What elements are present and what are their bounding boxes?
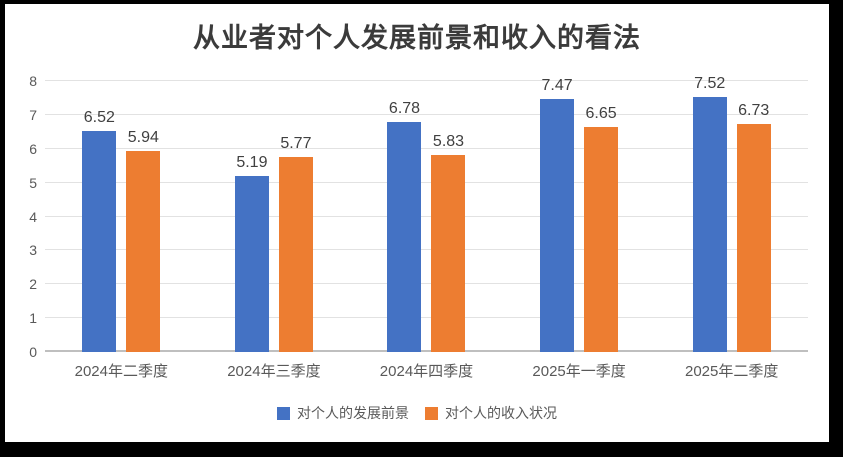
bar: 5.19 (234, 154, 269, 352)
x-axis-category-label: 2025年一季度 (532, 363, 626, 380)
legend-swatch-icon (425, 406, 438, 420)
y-axis-tick-label: 3 (29, 242, 37, 259)
bar: 7.47 (540, 77, 575, 352)
gridline (45, 317, 808, 319)
bar-value-label: 7.52 (694, 75, 726, 93)
bar-value-label: 6.52 (83, 109, 115, 127)
gridline (45, 215, 808, 217)
y-axis-tick-label: 6 (29, 140, 37, 157)
legend-item: 对个人的收入状况 (425, 403, 557, 423)
bar-value-label: 7.47 (541, 76, 573, 94)
bar-value-label: 5.77 (280, 134, 312, 152)
bar-group: 7.47 6.65 (503, 77, 656, 352)
bar-value-label: 5.94 (127, 128, 159, 146)
y-axis-tick-label: 2 (29, 276, 37, 293)
x-axis-category-label: 2024年二季度 (74, 363, 168, 380)
bar: 7.52 (692, 75, 727, 352)
bar-value-label: 6.65 (585, 104, 617, 122)
y-axis-tick-label: 1 (29, 310, 37, 327)
x-axis-category-label: 2025年二季度 (684, 363, 779, 380)
plot-area: 0 1 2 3 4 5 6 7 8 6.52 5.94 5.19 5.77 6.78 5.83 7.47 6.6… (29, 73, 808, 360)
bar: 5.94 (126, 129, 161, 352)
x-axis-labels: 2024年二季度 2024年三季度 2024年四季度 2025年一季度 2025年二季度 (45, 360, 808, 381)
x-axis-line (45, 350, 808, 352)
bar: 5.77 (278, 135, 313, 352)
bar: 6.73 (736, 102, 771, 352)
legend-swatch-icon (277, 406, 290, 420)
bar-value-label: 5.83 (432, 132, 465, 150)
x-axis-category-label: 2024年三季度 (227, 363, 321, 380)
gridline (45, 113, 808, 115)
chart-legend: 对个人的发展前景 对个人的收入状况 (5, 403, 829, 423)
y-axis-tick-label: 5 (29, 174, 37, 191)
bar-value-label: 5.19 (236, 154, 268, 172)
gridline (45, 181, 808, 183)
gridline (45, 147, 808, 149)
bar: 6.52 (82, 109, 117, 352)
y-axis-tick-label: 7 (29, 106, 37, 123)
bar-group: 6.78 5.83 (350, 81, 503, 352)
bar-group: 5.19 5.77 (198, 81, 351, 352)
gridline (45, 283, 808, 285)
bar-group: 7.52 6.73 (655, 75, 808, 352)
y-axis-tick-label: 0 (29, 344, 37, 360)
legend-label: 对个人的发展前景 (297, 405, 409, 421)
chart-title: 从业者对个人发展前景和收入的看法 (193, 23, 641, 53)
gridline (45, 80, 808, 81)
y-axis-tick-label: 4 (29, 208, 37, 225)
bar-value-label: 6.73 (738, 102, 770, 120)
bar: 6.78 (387, 100, 422, 352)
bar-groups: 6.52 5.94 5.19 5.77 6.78 5.83 7.47 6.65 7.52 6.73 (45, 75, 808, 352)
bar-value-label: 6.78 (388, 100, 421, 118)
y-axis-tick-label: 8 (29, 73, 37, 89)
chart-canvas: 从业者对个人发展前景和收入的看法 0 1 2 3 4 5 6 7 8 6.52 5.94 5.19 5.… (5, 4, 829, 442)
x-axis-category-label: 2024年四季度 (379, 363, 474, 380)
bar: 6.65 (584, 105, 619, 352)
bar: 5.83 (431, 133, 466, 352)
legend-label: 对个人的收入状况 (445, 405, 557, 421)
bar-group: 6.52 5.94 (45, 81, 198, 352)
legend-item: 对个人的发展前景 (277, 403, 409, 423)
gridline (45, 249, 808, 251)
